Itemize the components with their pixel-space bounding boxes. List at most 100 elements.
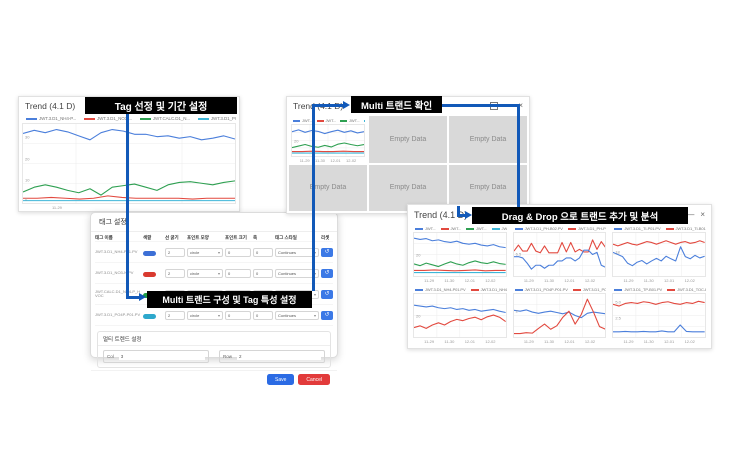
- legend-item[interactable]: JWT.3.D1_TP-B01.PV: [614, 287, 662, 292]
- legend-item[interactable]: JWT...: [415, 226, 436, 231]
- trend-chart-cell[interactable]: JWT.3.D1_TP-B01.PV JWT.3.D1_TOC-B01.PV5.0…: [609, 285, 709, 346]
- legend-item[interactable]: JWT...: [293, 118, 313, 123]
- close-icon[interactable]: ×: [700, 209, 705, 219]
- axis-input[interactable]: [253, 268, 273, 278]
- legend-item[interactable]: JWT...: [340, 118, 360, 123]
- legend-item[interactable]: JWT.3.D1_NH4-P...: [26, 116, 76, 121]
- plot-area[interactable]: 20: [413, 293, 507, 338]
- point-shape-select[interactable]: circle ▾: [187, 268, 223, 278]
- legend-item[interactable]: JWT.3.D1_NH4-P01.PV: [415, 287, 466, 292]
- trend-chart-cell[interactable]: JWT.3.D1_NH4-P01.PV JWT.3.D1_NH4-B01.PV 20…: [410, 285, 510, 346]
- tag-table-header-cell: 리셋: [321, 235, 330, 240]
- legend-item[interactable]: JWT.3.D1_PO4P-B01.PV: [572, 287, 606, 292]
- row-input[interactable]: [237, 353, 321, 361]
- connector-line: [430, 104, 520, 107]
- trend-chart-cell[interactable]: JWT.3.D1_PH-B02.PV JWT.3.D1_PH-P01.PV 6.5 1…: [510, 224, 610, 285]
- empty-data-cell[interactable]: Empty Data: [289, 164, 367, 211]
- reset-button[interactable]: ↺: [321, 310, 333, 320]
- reset-button[interactable]: ↺: [321, 247, 333, 257]
- x-axis-tick: 12-01: [464, 339, 475, 344]
- legend-color-dash: [415, 288, 423, 291]
- color-swatch[interactable]: [143, 251, 156, 257]
- close-icon[interactable]: ×: [518, 100, 523, 110]
- tag-name-cell: JWT.3.D1_NH4-P01.PV: [95, 248, 138, 254]
- legend-item[interactable]: JWT...: [466, 226, 487, 231]
- legend-item[interactable]: JWT.3.D1_TOC-B01.PV: [667, 287, 706, 292]
- cancel-button[interactable]: Cancel: [298, 374, 330, 386]
- empty-data-cell[interactable]: Empty Data: [369, 164, 447, 211]
- point-shape-select[interactable]: circle ▾: [187, 310, 223, 320]
- reset-button[interactable]: ↺: [321, 268, 333, 278]
- legend-item[interactable]: JWT.3.D1_TI-P01.PV: [614, 226, 661, 231]
- point-shape-select[interactable]: circle ▾: [187, 247, 223, 257]
- color-swatch[interactable]: [143, 272, 156, 278]
- x-axis-tick: 12-02: [684, 278, 695, 283]
- point-size-input[interactable]: [225, 310, 251, 320]
- y-axis-tick: 20: [294, 138, 299, 144]
- y-axis-tick: 20: [416, 313, 421, 318]
- color-swatch[interactable]: [143, 314, 156, 320]
- save-button[interactable]: Save: [267, 374, 295, 386]
- line-thickness-input[interactable]: [165, 247, 185, 257]
- axis-input[interactable]: [253, 247, 273, 257]
- legend-item[interactable]: JWT.3.D1_PO4P-P01.PV: [514, 287, 568, 292]
- trend-chart-cell[interactable]: JWT... JWT... JWT... JWT... 20 11-29 11-30 12-0…: [410, 224, 510, 285]
- legend-label: JWT.CALC.D1_N...: [152, 116, 190, 121]
- legend-item[interactable]: JWT.CALC.D1_N...: [139, 116, 190, 121]
- plot-area[interactable]: 30 20 10 0: [22, 123, 236, 204]
- plot-area[interactable]: 20: [413, 232, 507, 277]
- minimize-icon[interactable]: —: [686, 209, 695, 219]
- chart-legend: JWT... JWT... JWT... JWT...: [413, 225, 507, 232]
- trend-chart-cell[interactable]: JWT.3.D1_TI-P01.PV JWT.3.D1_TI-B01.PV 18 11…: [609, 224, 709, 285]
- plot-area[interactable]: 6.5: [512, 232, 607, 277]
- tag-style-select[interactable]: Continues ▾: [275, 310, 319, 320]
- window-title: Trend (4.1 D): [25, 100, 76, 111]
- tag-table-row: JWT.3.D1_PO4P-P01.PV circle ▾ Continues ▾ ↺: [95, 305, 333, 327]
- legend-label: JWT.3.D1_PH-B02.PV: [524, 226, 563, 231]
- reset-button[interactable]: ↺: [321, 289, 333, 299]
- plot-area[interactable]: 20: [291, 124, 365, 157]
- empty-data-cell[interactable]: Empty Data: [369, 116, 447, 163]
- legend-item[interactable]: JWT...: [316, 118, 336, 123]
- line-thickness-input[interactable]: [165, 268, 185, 278]
- legend-item[interactable]: JWT.3.D1_NO3-...: [83, 116, 132, 121]
- point-size-input[interactable]: [225, 268, 251, 278]
- point-size-input[interactable]: [225, 247, 251, 257]
- col-field[interactable]: Col: [103, 350, 209, 364]
- legend-item[interactable]: JWT...: [363, 118, 365, 123]
- plot-area[interactable]: 5.0 2.5: [612, 293, 706, 338]
- plot-area[interactable]: 18: [612, 232, 706, 277]
- legend-item[interactable]: JWT.3.D1_PH-B02.PV: [514, 226, 563, 231]
- chart-legend: JWT.3.D1_TP-B01.PV JWT.3.D1_TOC-B01.PV: [612, 286, 706, 293]
- tag-style-value: Continues: [278, 312, 297, 318]
- row-field[interactable]: Row: [219, 350, 325, 364]
- x-axis-tick: 11-30: [444, 278, 455, 283]
- col-label: Col: [107, 354, 114, 360]
- x-axis-tick: 11-29: [299, 157, 310, 163]
- tag-style-value: Continues: [278, 249, 297, 255]
- legend-label: JWT.3.D1_TP-B01.PV: [624, 287, 663, 292]
- multi-trend-settings-title: 멀티 트렌드 설정: [98, 332, 330, 347]
- legend-item[interactable]: JWT.3.D1_NH4-B01.PV: [470, 287, 507, 292]
- legend-item[interactable]: JWT.3.D1_PH-P01.PV: [567, 226, 606, 231]
- axis-input[interactable]: [253, 310, 273, 320]
- col-input[interactable]: [118, 353, 205, 361]
- legend-item[interactable]: JWT...: [491, 226, 507, 231]
- legend-label: JWT.3.D1_NH4-P...: [39, 116, 76, 121]
- trend-chart-cell[interactable]: JWT.3.D1_PO4P-P01.PV JWT.3.D1_PO4P-B01.PV…: [510, 285, 610, 346]
- empty-data-cell[interactable]: Empty Data: [449, 116, 527, 163]
- line-thickness-input[interactable]: [165, 310, 185, 320]
- empty-data-cell[interactable]: Empty Data: [449, 164, 527, 211]
- plot-area[interactable]: 2: [512, 293, 607, 338]
- tag-table-header-cell: 축: [253, 235, 258, 240]
- legend-item[interactable]: JWT...: [440, 226, 461, 231]
- tag-table-body: JWT.3.D1_NH4-P01.PVcircle▾Continues▾↺JWT…: [95, 242, 333, 327]
- trend-window-dragdrop: Trend (4.1 D) — × JWT...JWT...JWT...JWT.…: [407, 204, 712, 349]
- multi-trend-cell[interactable]: JWT...JWT...JWT...JWT...2011-2911-3012-0…: [289, 116, 367, 163]
- legend-color-dash: [139, 117, 151, 120]
- x-axis-ticks: 11-29 11-30 12-01 12-02: [513, 338, 607, 345]
- y-axis-tick: 6.5: [515, 251, 522, 257]
- chart-legend: JWT.3.D1_PH-B02.PV JWT.3.D1_PH-P01.PV: [513, 225, 606, 232]
- legend-item[interactable]: JWT.3.D1_PO4P...: [197, 116, 236, 121]
- legend-item[interactable]: JWT.3.D1_TI-B01.PV: [665, 226, 706, 231]
